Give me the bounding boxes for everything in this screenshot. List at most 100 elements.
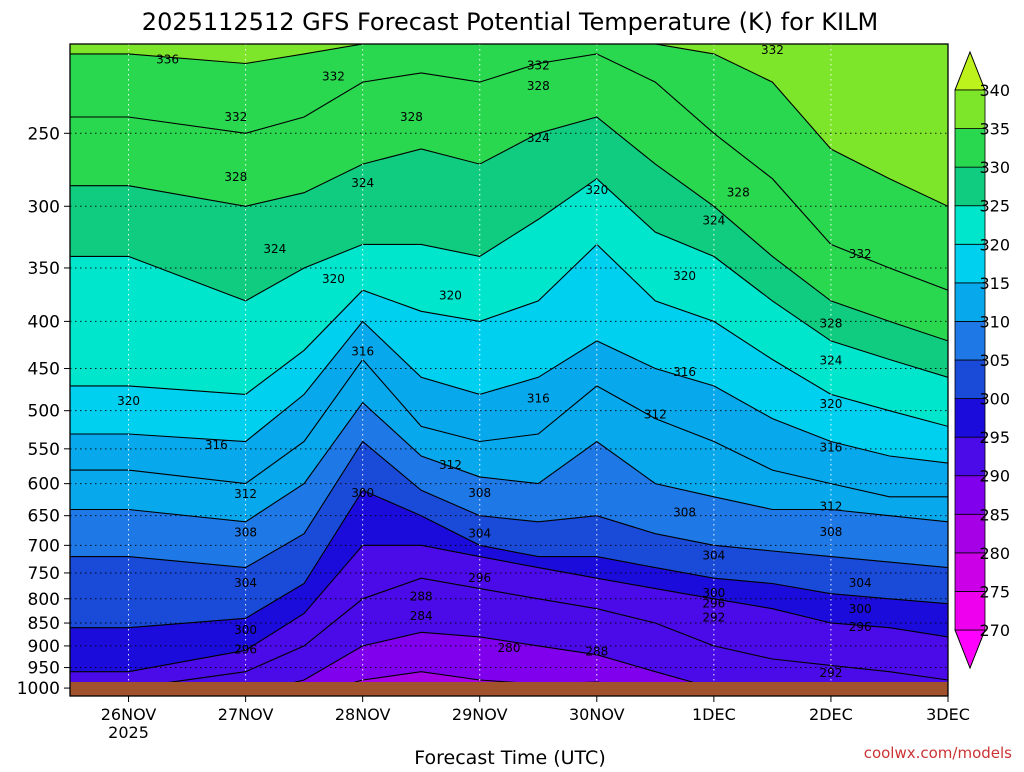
- colorbar-box: [954, 128, 986, 168]
- contour-label: 324: [702, 214, 725, 228]
- isentrope-292: [70, 577, 948, 689]
- colorbar-box: [954, 243, 986, 284]
- contour-label: 312: [439, 458, 462, 472]
- colorbar-label: 330: [979, 158, 1010, 177]
- isentrope-320: [70, 243, 948, 427]
- plot-fill-layer: [70, 44, 948, 696]
- contour-label: 280: [498, 641, 521, 655]
- fill-band-292: [70, 578, 948, 696]
- contour-label: 308: [234, 526, 257, 540]
- x-axis-label: Forecast Time (UTC): [414, 747, 605, 768]
- y-tick-label: 350: [28, 259, 60, 279]
- contour-label: 328: [224, 170, 247, 184]
- chart-title: 2025112512 GFS Forecast Potential Temper…: [142, 8, 878, 36]
- contour-label: 312: [819, 499, 842, 513]
- contour-label: 296: [234, 642, 257, 656]
- x-tick-label: 30NOV: [569, 705, 625, 724]
- colorbar-box: [954, 475, 986, 515]
- contour-label: 284: [410, 609, 433, 623]
- isentrope-328: [70, 116, 948, 342]
- isentrope-layer: [70, 44, 948, 696]
- colorbar-box: [954, 591, 986, 631]
- colorbar: 270 275 280 285 290 295 300 305 310 315 320 325 330 3…: [954, 50, 1010, 670]
- colorbar-label: 320: [979, 235, 1010, 254]
- contour-label: 332: [849, 247, 872, 261]
- colorbar-label: 290: [979, 467, 1010, 486]
- contour-label: 328: [819, 316, 842, 330]
- colorbar-box: [954, 166, 986, 207]
- contour-label: 320: [819, 397, 842, 411]
- contour-label: 300: [234, 623, 257, 637]
- isentrope-316: [70, 320, 948, 464]
- colorbar-box: [954, 321, 986, 361]
- y-tick-label: 750: [28, 564, 60, 584]
- isentrope-312: [70, 358, 948, 498]
- contour-label: 300: [702, 586, 725, 600]
- colorbar-label: 315: [979, 274, 1010, 293]
- y-tick-label: 700: [28, 536, 60, 556]
- contour-label: 288: [410, 589, 433, 603]
- contour-label: 296: [702, 597, 725, 611]
- colorbar-box: [954, 205, 986, 245]
- contour-label: 320: [673, 269, 696, 283]
- contour-label: 296: [849, 620, 872, 634]
- y-tick-label: 500: [28, 402, 60, 422]
- contour-label: 304: [849, 576, 872, 590]
- colorbar-box: [954, 89, 986, 129]
- contour-label: 320: [322, 272, 345, 286]
- isentrope-332: [70, 53, 948, 291]
- colorbar-label: 295: [979, 428, 1010, 447]
- y-tick-label: 800: [28, 590, 60, 610]
- contour-label: 316: [351, 344, 374, 358]
- colorbar-label: 325: [979, 197, 1010, 216]
- isentrope-308: [70, 401, 948, 523]
- y-tick-label: 900: [28, 637, 60, 657]
- colorbar-box: [954, 552, 986, 592]
- isentrope-304: [70, 440, 948, 569]
- contour-label: 316: [819, 440, 842, 454]
- contour-label: 324: [263, 242, 286, 256]
- contour-label: 304: [468, 527, 491, 541]
- colorbar-label: 270: [979, 621, 1010, 640]
- colorbar-label: 275: [979, 582, 1010, 601]
- contour-label: 308: [673, 506, 696, 520]
- x-tick-label: 27NOV: [218, 705, 274, 724]
- isentrope-296: [70, 544, 948, 673]
- y-tick-label: 450: [28, 360, 60, 380]
- colorbar-box: [954, 513, 986, 554]
- x-tick-label: 26NOV: [101, 705, 157, 724]
- y-tick-label: 950: [28, 659, 60, 679]
- plot-frame: [69, 43, 949, 697]
- isentrope-336: [70, 44, 948, 207]
- x-tick-sublabel: 2025: [108, 723, 149, 742]
- colorbar-label: 300: [979, 390, 1010, 409]
- colorbar-label: 285: [979, 505, 1010, 524]
- contour-label: 328: [400, 110, 423, 124]
- contour-label: 316: [527, 391, 550, 405]
- x-tick-label: 29NOV: [452, 705, 508, 724]
- contour-label: 324: [527, 131, 550, 145]
- y-tick-label: 400: [28, 312, 60, 332]
- y-axis: 250 300 350 400 450 500 550 600 650 700 750 800 850 9…: [17, 124, 70, 699]
- isentrope-324: [70, 177, 948, 378]
- colorbar-label: 280: [979, 544, 1010, 563]
- y-tick-label: 650: [28, 507, 60, 527]
- y-tick-label: 600: [28, 475, 60, 495]
- contour-label: 332: [224, 110, 247, 124]
- fill-band-288: [70, 632, 948, 696]
- contour-label: 328: [527, 79, 550, 93]
- colorbar-label: 335: [979, 120, 1010, 139]
- contour-label: 300: [849, 602, 872, 616]
- contour-label: 292: [702, 610, 725, 624]
- contour-label: 312: [234, 487, 257, 501]
- contour-label: 316: [673, 365, 696, 379]
- colorbar-label: 310: [979, 312, 1010, 331]
- contour-label: 332: [322, 70, 345, 84]
- x-tick-label: 28NOV: [335, 705, 391, 724]
- contour-label: 324: [819, 353, 842, 367]
- ground-strip: [70, 682, 948, 696]
- contour-label: 320: [439, 289, 462, 303]
